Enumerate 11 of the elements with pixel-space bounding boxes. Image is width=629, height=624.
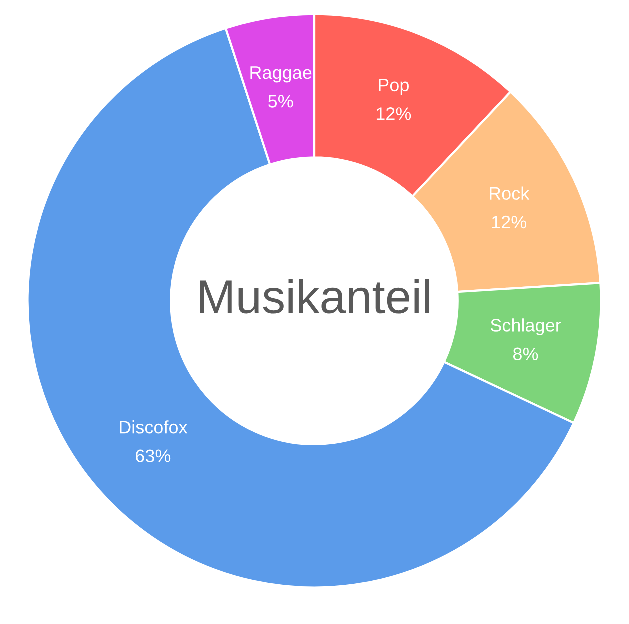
data-label: 12% <box>376 108 412 120</box>
slice-label: Rock <box>490 186 530 200</box>
data-label: 63% <box>136 450 171 462</box>
text: Musikanteil <box>200 279 430 314</box>
data-label: 5% <box>268 95 294 108</box>
data-label: 8% <box>513 348 538 361</box>
slice-label: Schlager <box>490 318 562 336</box>
slice-label: Discofox <box>120 420 188 434</box>
slice-label: Raggae <box>250 66 312 83</box>
slice-label: Pop <box>379 79 409 96</box>
data-label: 12% <box>492 216 527 229</box>
